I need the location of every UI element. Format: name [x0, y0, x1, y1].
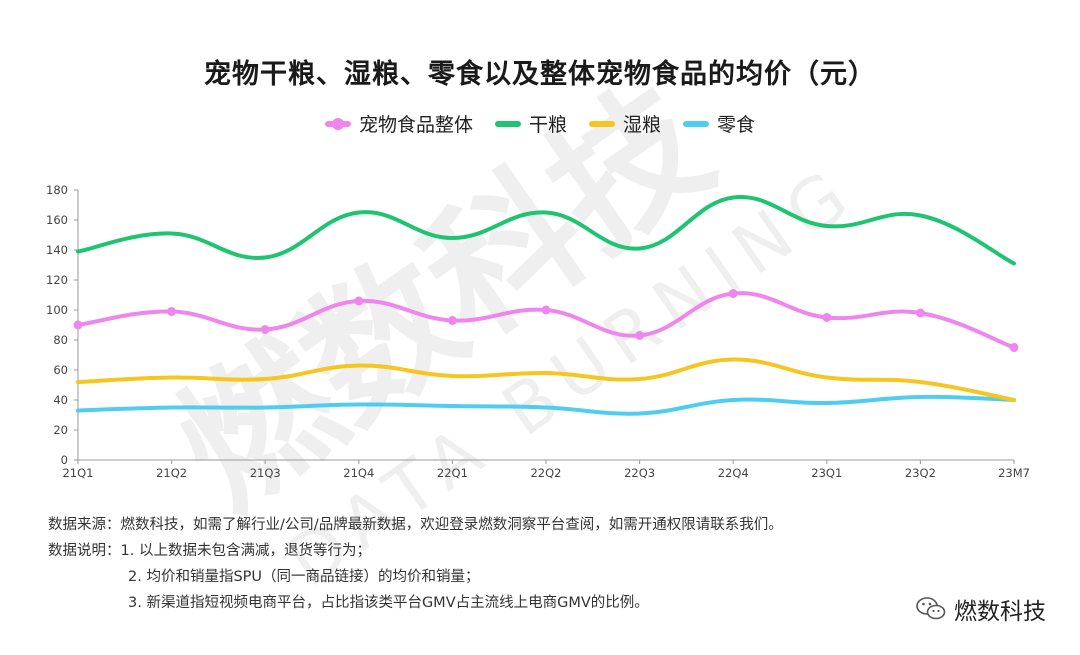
brand-badge: 燃数科技: [916, 592, 1046, 626]
series-point-0: [1009, 343, 1019, 352]
y-tick-label: 0: [61, 453, 68, 467]
legend-item-wet: 湿粮: [589, 110, 661, 137]
series-line-2: [76, 357, 1016, 402]
x-tick-label: 21Q2: [156, 466, 187, 480]
series-line-1: [76, 195, 1016, 266]
y-tick-label: 140: [46, 243, 68, 257]
y-tick-label: 80: [53, 333, 68, 347]
x-tick-label: 23Q2: [905, 466, 936, 480]
y-tick-label: 160: [46, 213, 68, 227]
y-tick-label: 20: [53, 423, 68, 437]
legend-item-snack: 零食: [683, 110, 755, 137]
series-line-0: [76, 291, 1016, 350]
legend-label-snack: 零食: [717, 114, 756, 136]
legend-swatch-dry: [494, 120, 521, 127]
chart-title: 宠物干粮、湿粮、零食以及整体宠物食品的均价（元）: [204, 59, 876, 90]
x-tick-label: 22Q2: [530, 466, 561, 480]
series-point-0: [354, 296, 364, 306]
legend-swatch-snack: [683, 120, 710, 127]
series-point-0: [822, 313, 832, 322]
x-tick-label: 21Q1: [62, 466, 93, 480]
series-point-0: [73, 320, 83, 330]
legend-item-dry: 干粮: [494, 110, 567, 137]
series-point-0: [915, 308, 925, 318]
x-tick-label: 23M7: [998, 466, 1030, 480]
series-point-0: [728, 289, 738, 298]
note-desc-3: 3. 新渠道指短视频电商平台，占比指该类平台GMV占主流线上电商GMV的比例。: [128, 595, 649, 611]
legend-label-overall: 宠物食品整体: [358, 114, 473, 136]
series-line-3: [76, 394, 1016, 416]
series-point-0: [635, 331, 645, 340]
legend-swatch-overall: [324, 117, 351, 130]
note-desc-2: 2. 均价和销量指SPU（同一商品链接）的均价和销量；: [128, 569, 480, 585]
x-tick-label: 21Q3: [250, 466, 281, 480]
x-tick-label: 22Q3: [624, 466, 655, 480]
legend-label-wet: 湿粮: [623, 114, 662, 136]
wechat-icon: [916, 597, 946, 620]
legend-swatch-wet: [589, 120, 615, 127]
y-tick-label: 60: [53, 363, 68, 377]
x-tick-label: 22Q4: [718, 466, 749, 480]
y-tick-label: 40: [53, 393, 68, 407]
chart-notes: 数据来源：燃数科技，如需了解行业/公司/品牌最新数据，欢迎登录燃数洞察平台查阅，…: [48, 512, 783, 616]
note-source: 数据来源：燃数科技，如需了解行业/公司/品牌最新数据，欢迎登录燃数洞察平台查阅，…: [48, 517, 783, 533]
y-tick-label: 100: [46, 303, 68, 317]
note-desc-1: 1. 以上数据未包含满减，退货等行为；: [120, 543, 371, 559]
x-tick-label: 21Q4: [343, 466, 374, 480]
x-tick-label: 22Q1: [437, 466, 468, 480]
series-point-0: [541, 305, 551, 315]
y-tick-label: 180: [46, 183, 68, 197]
series-point-0: [260, 325, 270, 334]
series-point-0: [447, 316, 457, 325]
chart-legend: 宠物食品整体 干粮 湿粮 零食: [0, 110, 1080, 137]
x-tick-label: 23Q1: [811, 466, 842, 480]
note-desc-1-row: 数据说明：1. 以上数据未包含满减，退货等行为；: [48, 538, 783, 564]
series-point-0: [167, 307, 177, 316]
brand-name: 燃数科技: [954, 599, 1046, 625]
y-tick-label: 120: [46, 273, 68, 287]
legend-item-overall: 宠物食品整体: [324, 110, 473, 137]
note-desc-prefix: 数据说明：: [48, 543, 121, 559]
legend-label-dry: 干粮: [528, 114, 567, 136]
